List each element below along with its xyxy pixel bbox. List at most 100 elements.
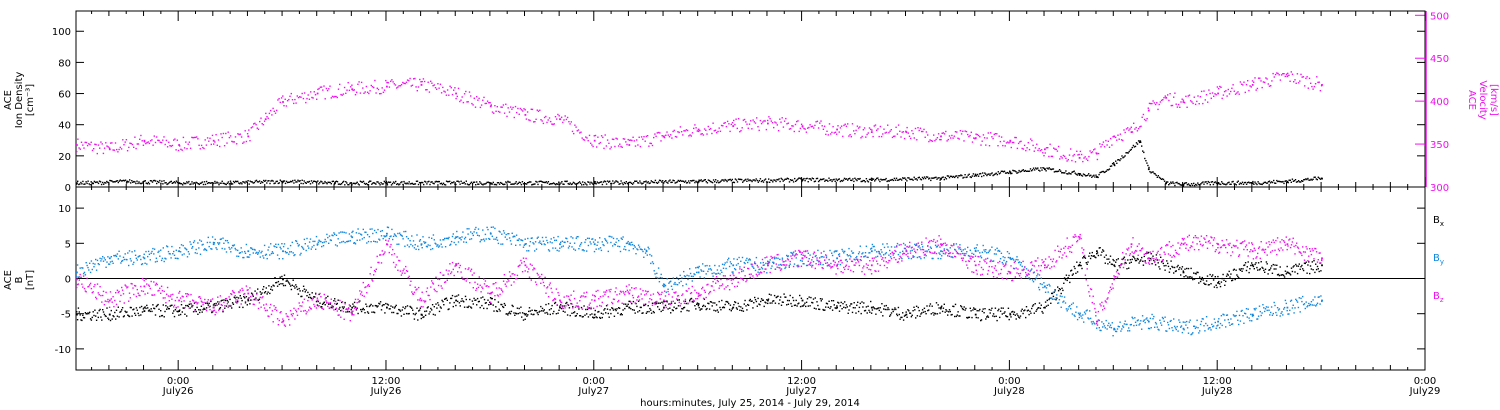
data-point — [1232, 84, 1234, 86]
data-point — [399, 309, 401, 311]
data-point — [218, 243, 220, 245]
data-point — [383, 304, 385, 306]
data-point — [1228, 181, 1230, 183]
data-point — [301, 92, 303, 95]
data-point — [523, 244, 525, 246]
data-point — [419, 239, 422, 241]
data-point — [997, 309, 999, 312]
data-point — [469, 298, 471, 301]
data-point — [665, 134, 667, 136]
data-point — [1240, 83, 1243, 85]
data-point — [679, 179, 682, 182]
data-point — [695, 180, 697, 182]
data-point — [955, 175, 957, 177]
data-point — [162, 183, 164, 185]
data-point — [1212, 183, 1215, 186]
data-point — [395, 304, 397, 307]
data-point — [754, 299, 757, 301]
data-point — [400, 315, 403, 317]
data-point — [980, 172, 982, 175]
data-point — [1207, 180, 1209, 183]
data-point — [423, 241, 425, 243]
field-tick-label-0: -10 — [55, 345, 71, 356]
data-point — [969, 176, 971, 178]
data-point — [604, 308, 606, 310]
data-point — [831, 131, 833, 134]
data-point — [761, 299, 764, 301]
data-point — [875, 256, 877, 258]
data-point — [463, 306, 466, 308]
data-point — [554, 302, 556, 305]
data-point — [648, 145, 650, 147]
data-point — [475, 184, 477, 186]
data-point — [463, 238, 466, 240]
data-point — [763, 179, 766, 181]
data-point — [646, 311, 648, 313]
data-point — [394, 306, 396, 308]
data-point — [467, 101, 469, 103]
data-point — [946, 248, 948, 251]
data-point — [731, 178, 733, 181]
data-point — [1116, 139, 1118, 141]
data-point — [1077, 265, 1080, 267]
data-point — [141, 140, 143, 142]
data-point — [495, 310, 498, 312]
data-point — [676, 284, 679, 286]
data-point — [219, 145, 221, 148]
data-point — [737, 262, 739, 265]
data-point — [376, 181, 378, 183]
data-point — [846, 254, 848, 256]
data-point — [1254, 181, 1256, 183]
data-point — [657, 267, 660, 269]
data-point — [569, 123, 571, 125]
data-point — [677, 131, 679, 133]
data-point — [531, 184, 533, 186]
data-point — [688, 275, 690, 277]
data-point — [197, 138, 199, 140]
data-point — [921, 309, 924, 311]
data-point — [286, 279, 288, 281]
data-point — [367, 312, 370, 314]
data-point — [1206, 275, 1209, 277]
data-point — [314, 94, 317, 96]
data-point — [959, 130, 962, 132]
data-point — [554, 247, 557, 249]
data-point — [506, 182, 508, 184]
data-point — [942, 242, 945, 245]
data-point — [647, 246, 649, 248]
data-point — [233, 141, 235, 143]
data-point — [715, 273, 718, 275]
data-point — [277, 99, 279, 101]
data-point — [1114, 164, 1116, 167]
data-point — [197, 183, 199, 185]
data-point — [449, 244, 451, 246]
data-point — [721, 179, 723, 181]
data-point — [1282, 180, 1284, 183]
data-point — [534, 250, 536, 252]
data-point — [269, 182, 271, 185]
data-point — [1029, 310, 1031, 312]
data-point — [235, 249, 237, 251]
data-point — [109, 179, 111, 182]
data-point — [395, 180, 397, 183]
data-point — [1127, 152, 1129, 154]
data-point — [476, 181, 478, 183]
data-point — [901, 131, 903, 133]
data-point — [1198, 282, 1200, 284]
data-point — [884, 132, 886, 134]
data-point — [145, 307, 147, 310]
data-point — [1144, 260, 1146, 262]
data-point — [1000, 307, 1003, 309]
data-point — [185, 141, 187, 143]
data-point — [718, 127, 720, 129]
data-point — [902, 177, 904, 179]
data-point — [794, 177, 796, 180]
data-point — [1261, 183, 1263, 186]
data-point — [1039, 170, 1041, 172]
data-point — [249, 180, 251, 182]
data-point — [530, 237, 532, 239]
data-point — [597, 311, 599, 313]
data-point — [770, 120, 772, 122]
data-point — [929, 303, 932, 305]
data-point — [1001, 261, 1003, 264]
